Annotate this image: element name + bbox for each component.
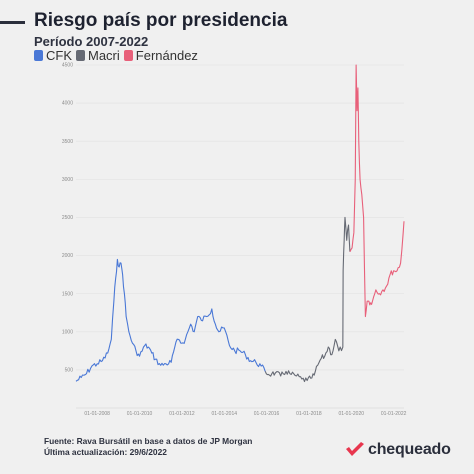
source-text: Fuente: Rava Bursátil en base a datos de… — [44, 436, 253, 446]
series-line-fernández — [349, 64, 405, 318]
series-line-macri — [264, 216, 351, 383]
x-tick-label-2018: 01-01-2018 — [296, 411, 322, 417]
x-tick-label-2010: 01-01-2010 — [127, 411, 153, 417]
legend-swatch-macri — [76, 50, 85, 61]
title-accent-bar — [0, 21, 25, 24]
legend-label-fernandez: Fernández — [135, 48, 198, 63]
legend-item-cfk: CFK — [34, 48, 72, 63]
y-tick-label-1000: 1000 — [62, 329, 73, 335]
legend-label-macri: Macri — [88, 48, 120, 63]
x-tick-label-2016: 01-01-2016 — [254, 411, 280, 417]
chart-title: Riesgo país por presidencia — [34, 10, 288, 31]
y-tick-label-1500: 1500 — [62, 291, 73, 297]
x-tick-label-2020: 01-01-2020 — [338, 411, 364, 417]
footer-source: Fuente: Rava Bursátil en base a datos de… — [44, 436, 252, 458]
x-tick-label-2022: 01-01-2022 — [381, 411, 407, 417]
legend-label-cfk: CFK — [46, 48, 72, 63]
x-tick-label-2014: 01-01-2014 — [211, 411, 237, 417]
legend-item-fernandez: Fernández — [123, 48, 198, 63]
y-tick-label-2500: 2500 — [62, 215, 73, 221]
legend-swatch-cfk — [34, 50, 43, 61]
legend-swatch-fernandez — [123, 50, 133, 61]
y-tick-label-4500: 4500 — [62, 63, 73, 69]
y-tick-label-500: 500 — [65, 367, 74, 373]
logo-text: chequeado — [368, 441, 451, 458]
legend-item-macri: Macri — [76, 48, 120, 63]
series-line-cfk — [75, 258, 266, 382]
updated-text: Última actualización: 29/6/2022 — [44, 447, 167, 457]
y-tick-label-3000: 3000 — [62, 177, 73, 183]
chequeado-logo: chequeado — [345, 441, 451, 459]
y-tick-label-3500: 3500 — [62, 139, 73, 145]
x-tick-label-2008: 01-01-2008 — [84, 411, 110, 417]
x-tick-label-2012: 01-01-2012 — [169, 411, 195, 417]
legend: CFK Macri Fernández — [34, 48, 202, 63]
check-logo-icon — [346, 442, 364, 456]
y-tick-label-2000: 2000 — [62, 253, 73, 259]
chart-subtitle: Período 2007-2022 — [34, 34, 149, 49]
y-tick-label-4000: 4000 — [62, 101, 73, 107]
